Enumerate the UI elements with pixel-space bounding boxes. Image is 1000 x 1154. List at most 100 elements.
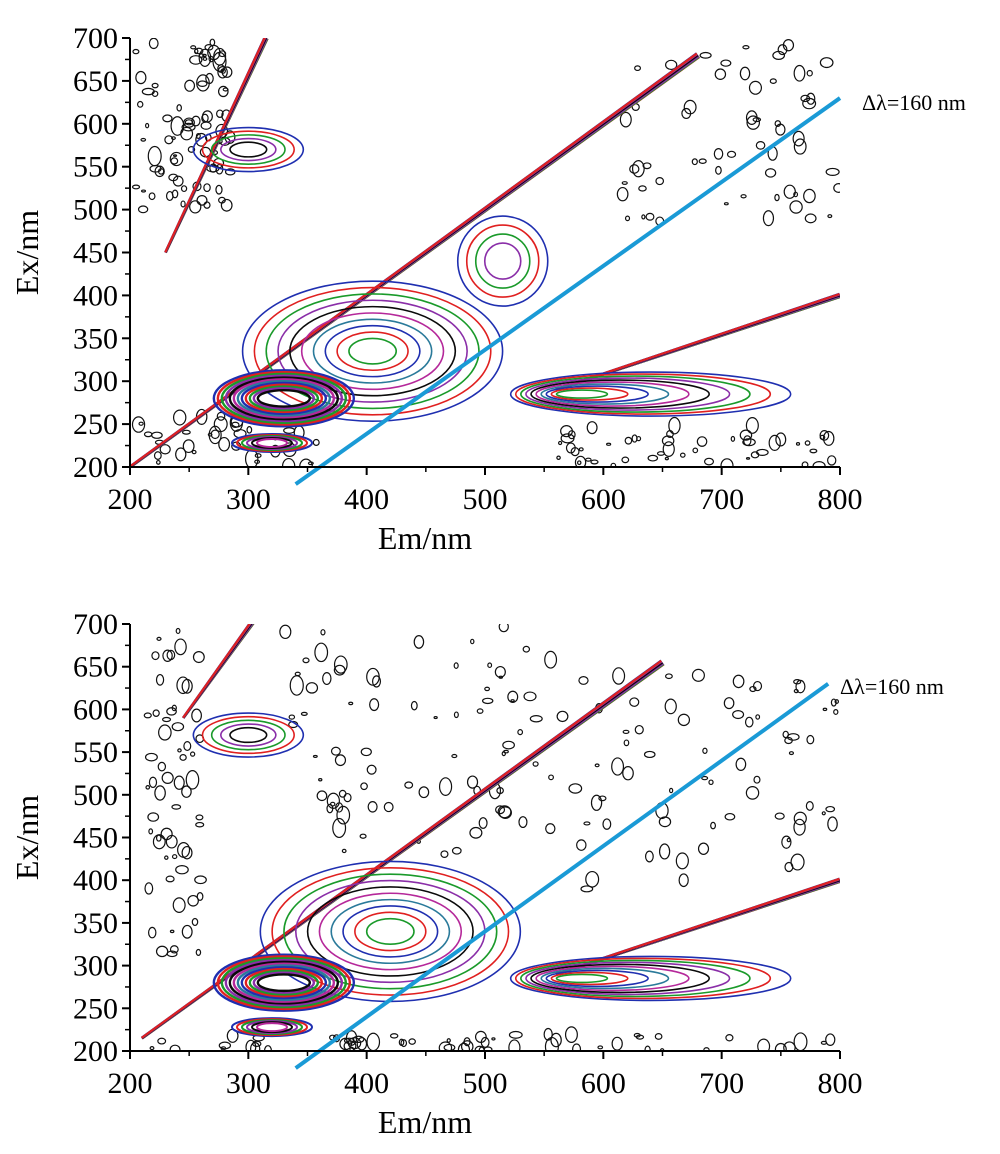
noise-contour — [643, 750, 656, 759]
noise-contour — [631, 159, 645, 178]
noise-contour — [194, 875, 207, 885]
contour-line — [224, 374, 344, 423]
contour-line — [354, 911, 427, 952]
noise-contour — [619, 111, 632, 128]
noise-contour — [576, 839, 587, 851]
noise-contour — [560, 425, 573, 438]
noise-contour — [665, 673, 673, 680]
noise-contour — [181, 785, 192, 798]
noise-contour — [366, 764, 377, 775]
y-tick-label: 200 — [73, 451, 118, 484]
noise-contour — [662, 441, 675, 457]
y-tick-label: 650 — [73, 65, 118, 98]
noise-contour — [834, 699, 840, 705]
peak-contours — [509, 371, 792, 417]
noise-contour — [545, 823, 556, 835]
noise-contour — [578, 447, 584, 452]
noise-contour — [341, 848, 347, 854]
noise-contour — [196, 194, 208, 206]
noise-contour — [825, 805, 836, 813]
noise-contour — [349, 1046, 355, 1051]
noise-contour — [155, 945, 169, 958]
noise-contour — [732, 674, 745, 689]
noise-contour — [701, 775, 709, 781]
contour-line — [342, 905, 439, 958]
noise-contour — [825, 1033, 836, 1046]
noise-contour — [389, 1033, 399, 1039]
noise-contour — [220, 198, 233, 212]
noise-contour — [470, 638, 475, 645]
x-tick-label: 400 — [344, 483, 389, 516]
noise-contour — [786, 837, 791, 843]
noise-contour — [498, 675, 504, 679]
noise-contour — [755, 448, 769, 456]
noise-contour — [833, 183, 840, 193]
noise-contour — [623, 739, 630, 747]
contour-line — [318, 892, 463, 971]
noise-contour — [768, 434, 781, 451]
noise-contour — [155, 834, 162, 842]
noise-contour — [678, 873, 689, 888]
noise-contour — [518, 816, 528, 829]
noise-contour — [634, 65, 642, 72]
noise-contour — [147, 812, 160, 822]
noise-contour — [804, 213, 817, 224]
noise-contour — [586, 421, 598, 435]
noise-contour — [478, 817, 488, 829]
noise-contour — [166, 649, 176, 661]
y-tick-label: 300 — [73, 365, 118, 398]
noise-contour — [585, 457, 592, 462]
contour-line — [224, 958, 344, 1007]
noise-contour — [333, 655, 348, 674]
noise-contour — [522, 645, 531, 653]
x-tick-label: 600 — [581, 1067, 626, 1100]
noise-contour — [578, 676, 589, 685]
noise-contour — [720, 59, 732, 67]
noise-contour — [610, 462, 617, 467]
noise-contour — [668, 416, 681, 435]
dense-contour-region — [212, 953, 356, 1038]
contour-line — [244, 967, 324, 998]
y-tick-label: 400 — [73, 279, 118, 312]
noise-contour — [333, 664, 346, 676]
noise-contour — [597, 1045, 604, 1050]
contour-line — [277, 299, 468, 403]
noise-contour — [446, 1038, 451, 1043]
noise-contour — [702, 747, 708, 754]
noise-contour — [481, 697, 494, 705]
noise-contour — [753, 775, 761, 784]
scatter-band-line — [164, 38, 266, 253]
noise-contour — [825, 167, 840, 176]
noise-contour — [629, 697, 640, 707]
noise-contour — [453, 662, 459, 669]
noise-contour — [745, 786, 760, 800]
noise-contour — [215, 184, 223, 195]
y-tick-label: 450 — [73, 237, 118, 270]
noise-contour — [246, 426, 253, 434]
noise-contour — [360, 747, 372, 757]
noise-contour — [181, 122, 196, 132]
contour-line — [259, 860, 522, 1003]
noise-contour — [332, 817, 347, 839]
noise-contour — [162, 649, 173, 662]
noise-contour — [802, 97, 817, 110]
noise-contour — [195, 948, 202, 956]
contour-line — [210, 134, 286, 166]
noise-contour — [343, 792, 352, 803]
reference-line-label: Δλ=160 nm — [862, 90, 966, 115]
noise-contour — [804, 440, 811, 446]
noise-contour — [217, 66, 228, 79]
noise-contour — [624, 436, 633, 445]
noise-contour — [730, 435, 736, 442]
noise-contour — [404, 781, 414, 789]
noise-contour — [191, 449, 197, 455]
noise-contour — [289, 675, 304, 696]
noise-contour — [827, 455, 837, 466]
x-axis-label: Em/nm — [378, 520, 472, 556]
noise-contour — [577, 460, 582, 466]
y-tick-label: 550 — [73, 736, 118, 769]
noise-contour — [338, 789, 347, 798]
noise-contour — [775, 123, 786, 136]
x-tick-label: 300 — [226, 483, 271, 516]
noise-contour — [443, 1043, 456, 1051]
